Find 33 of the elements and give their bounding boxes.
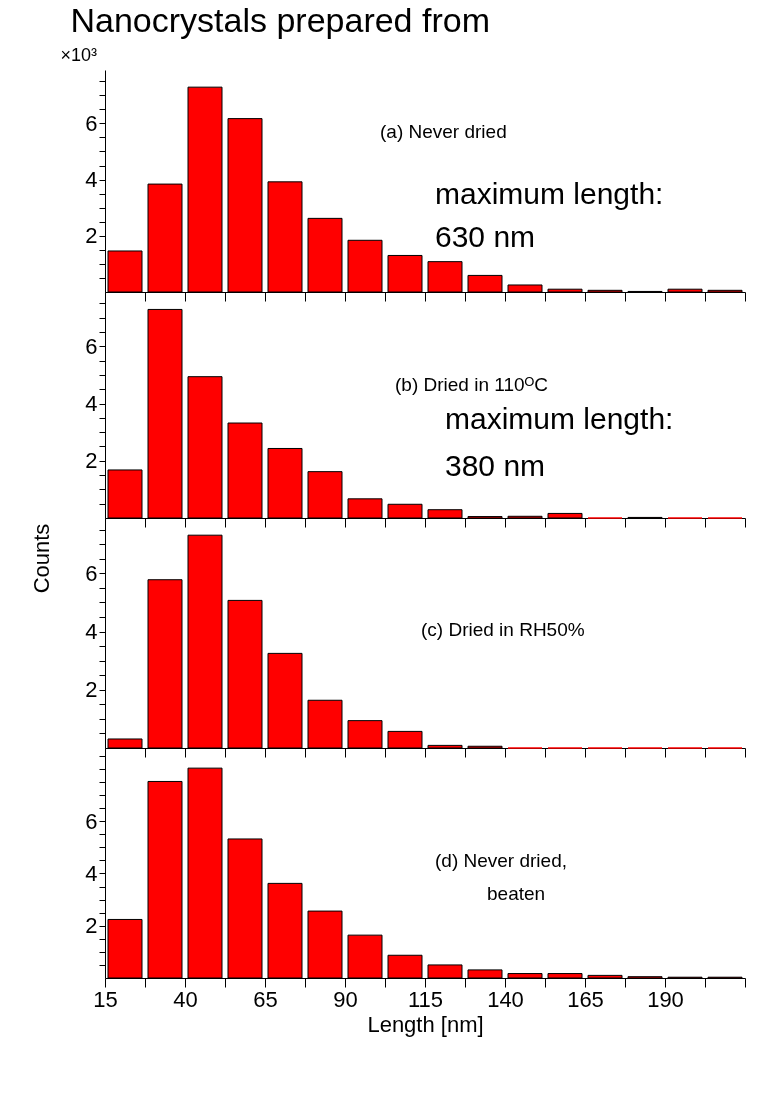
annotation: beaten — [487, 883, 546, 904]
y-tick-label: 6 — [85, 808, 98, 834]
annotation: 380 nm — [445, 449, 546, 482]
annotation: maximum length: — [435, 177, 664, 210]
y-tick-label: 2 — [85, 223, 98, 249]
y-tick-label: 4 — [85, 391, 98, 417]
x-tick-label: 15 — [93, 986, 118, 1012]
x-axis-title: Length [nm] — [367, 1011, 484, 1037]
y-tick-label: 4 — [85, 860, 98, 886]
y-tick-label: 2 — [85, 677, 98, 703]
annotation: 630 nm — [435, 220, 536, 253]
x-tick-label: 190 — [647, 986, 684, 1012]
y-tick-label: 6 — [85, 333, 98, 359]
annotation: (c) Dried in RH50% — [421, 619, 585, 640]
chart-title: Nanocrystals prepared from — [70, 1, 490, 39]
y-tick-label: 6 — [85, 560, 98, 586]
y-axis-title: Counts — [28, 523, 54, 594]
x-tick-label: 90 — [333, 986, 358, 1012]
x-tick-label: 40 — [173, 986, 198, 1012]
y-tick-label: 4 — [85, 167, 98, 193]
annotation: (d) Never dried, — [435, 850, 567, 871]
y-tick-label: 6 — [85, 110, 98, 136]
annotation: (a) Never dried — [380, 121, 507, 142]
x-tick-label: 65 — [253, 986, 278, 1012]
text: ×10³ — [60, 45, 97, 65]
y-tick-label: 2 — [85, 448, 98, 474]
x-tick-label: 140 — [487, 986, 524, 1012]
annotation: maximum length: — [445, 402, 674, 435]
y-tick-label: 4 — [85, 619, 98, 645]
y-tick-label: 2 — [85, 913, 98, 939]
x-tick-label: 165 — [567, 986, 604, 1012]
annotation: (b) Dried in 110ᴼC — [395, 374, 548, 395]
x-tick-label: 115 — [407, 986, 444, 1012]
